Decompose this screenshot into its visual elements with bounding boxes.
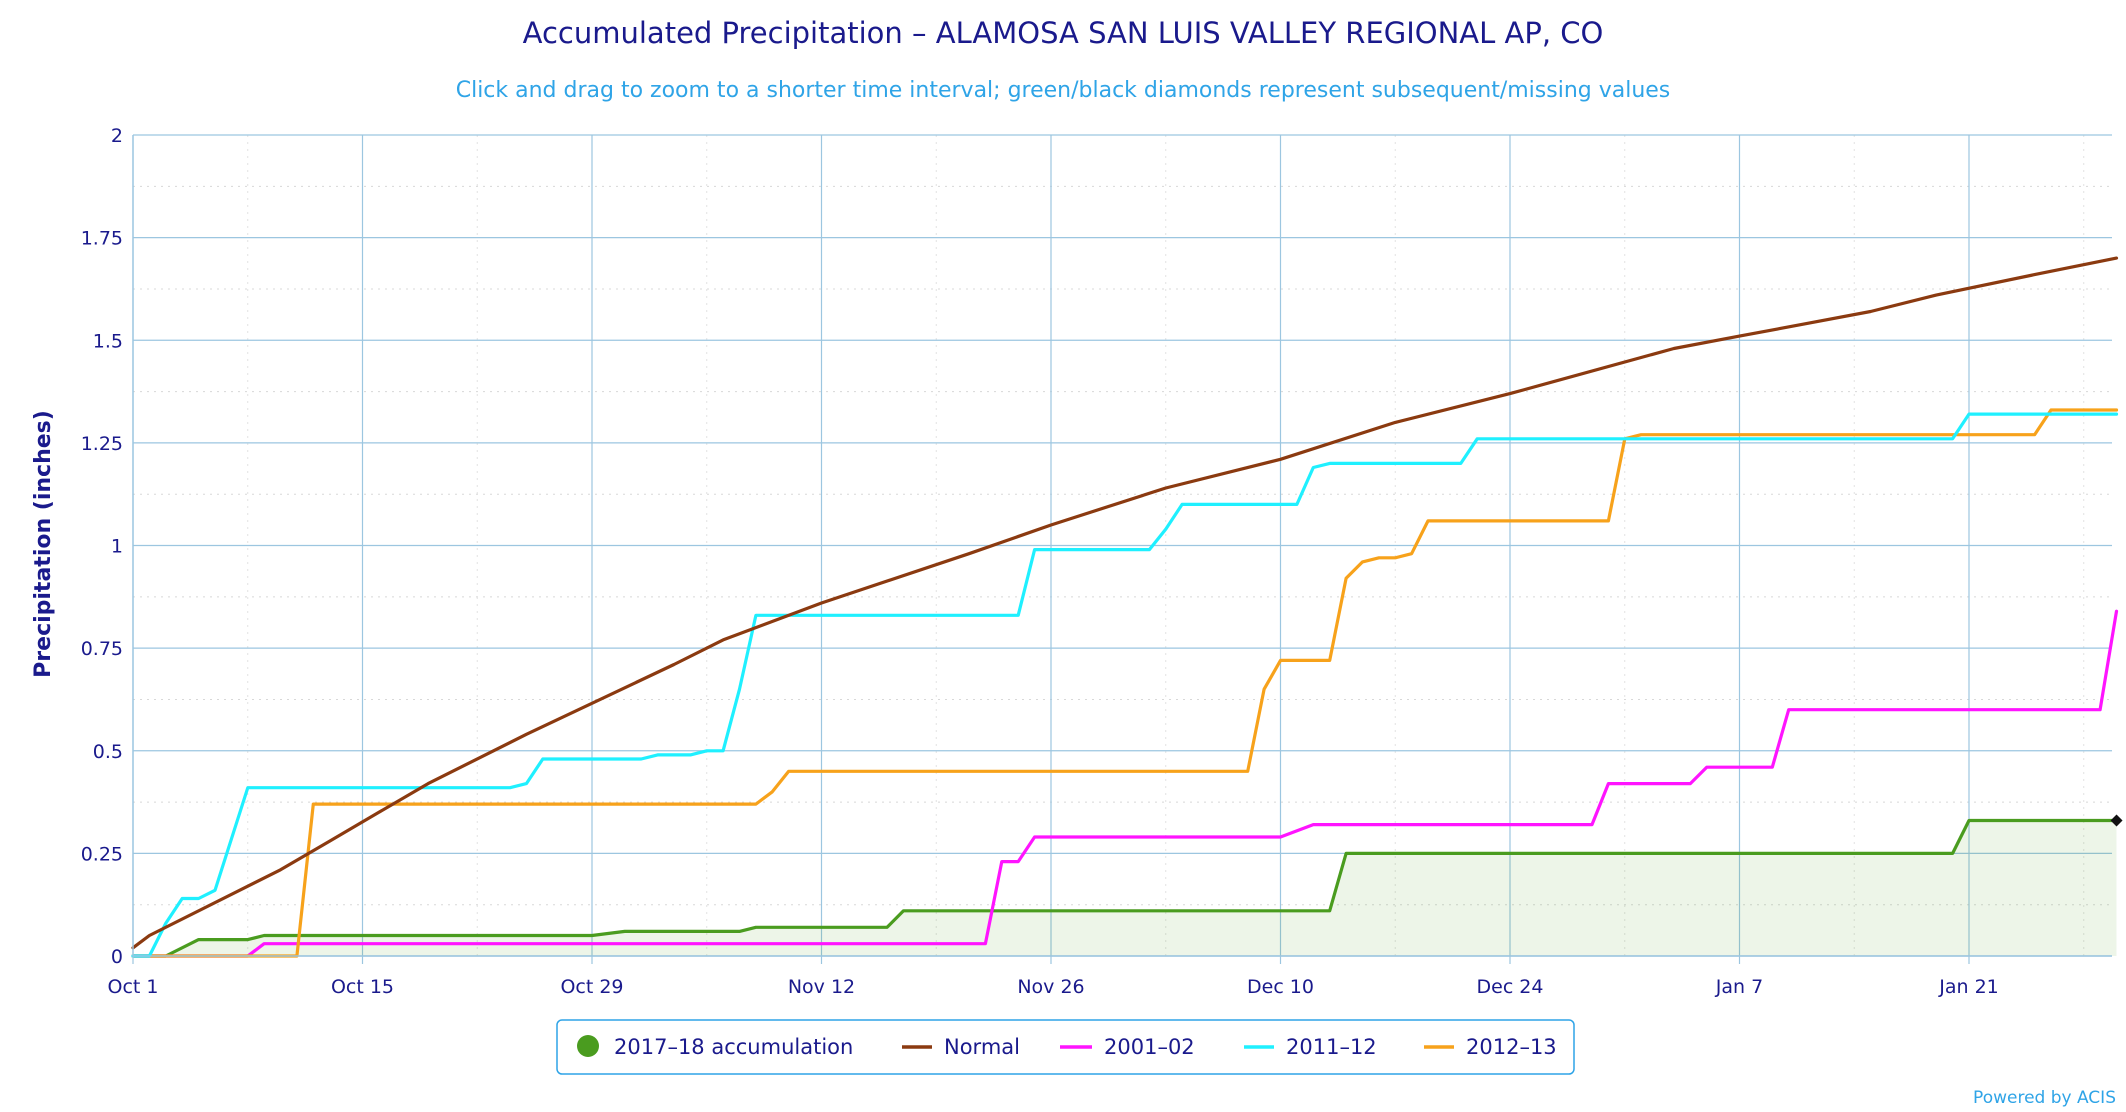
major-gridlines <box>133 134 2112 957</box>
x-tick-label: Nov 26 <box>1017 976 1084 998</box>
acis-credit-link[interactable]: Powered by ACIS <box>1973 1088 2116 1108</box>
minor-gridlines <box>133 135 2112 956</box>
legend-item-normal[interactable]: Normal <box>902 1035 1020 1059</box>
legend-label-2017-18: 2017–18 accumulation <box>614 1035 853 1059</box>
y-tick-label: 1.75 <box>81 228 123 250</box>
legend-label-2001-02: 2001–02 <box>1104 1035 1195 1059</box>
x-tick-label: Oct 1 <box>108 976 159 998</box>
x-tick-label: Dec 10 <box>1247 976 1314 998</box>
x-tick-label: Jan 7 <box>1715 976 1763 998</box>
legend-label-2012-13: 2012–13 <box>1466 1035 1557 1059</box>
legend-item-2012-13[interactable]: 2012–13 <box>1424 1035 1557 1059</box>
plot-area[interactable] <box>131 256 2123 958</box>
y-tick-label: 2 <box>111 125 123 147</box>
legend-item-2001-02[interactable]: 2001–02 <box>1060 1035 1195 1059</box>
legend-label-normal: Normal <box>944 1035 1020 1059</box>
legend-item-2011-12[interactable]: 2011–12 <box>1244 1035 1377 1059</box>
y-tick-label: 0 <box>111 946 123 968</box>
y-axis-ticks: 0 0.25 0.5 0.75 1 1.25 1.5 1.75 2 <box>81 125 123 968</box>
x-axis-ticks: Oct 1 Oct 15 Oct 29 Nov 12 Nov 26 Dec 10 Dec 2… <box>108 956 1999 998</box>
legend-marker-2017-18 <box>577 1035 599 1057</box>
y-tick-label: 0.5 <box>93 741 123 763</box>
x-tick-label: Oct 29 <box>560 976 623 998</box>
series-line-normal[interactable] <box>131 256 2119 950</box>
legend-label-2011-12: 2011–12 <box>1286 1035 1377 1059</box>
y-tick-label: 0.75 <box>81 638 123 660</box>
series-line-2011-12[interactable] <box>131 412 2119 958</box>
y-axis-label: Precipitation (inches) <box>31 410 56 678</box>
chart-title: Accumulated Precipitation – ALAMOSA SAN … <box>523 16 1604 50</box>
series-line-2001-02[interactable] <box>131 609 2119 958</box>
chart-subtitle: Click and drag to zoom to a shorter time… <box>456 78 1671 103</box>
y-tick-label: 1 <box>111 536 123 558</box>
x-tick-label: Jan 21 <box>1938 976 1999 998</box>
y-tick-label: 1.25 <box>81 433 123 455</box>
legend[interactable]: 2017–18 accumulation Normal 2001–02 2011… <box>556 1019 1575 1075</box>
y-tick-label: 1.5 <box>93 330 123 352</box>
missing-value-diamond[interactable] <box>2110 814 2123 827</box>
y-tick-label: 0.25 <box>81 843 123 865</box>
x-tick-label: Nov 12 <box>788 976 855 998</box>
legend-item-2017-18[interactable]: 2017–18 accumulation <box>577 1035 853 1059</box>
axes <box>132 135 2112 957</box>
series-line-2017-18-accumulation[interactable] <box>131 818 2119 958</box>
x-tick-label: Oct 15 <box>331 976 394 998</box>
x-tick-label: Dec 24 <box>1477 976 1544 998</box>
series-line-2012-13[interactable] <box>131 408 2119 958</box>
